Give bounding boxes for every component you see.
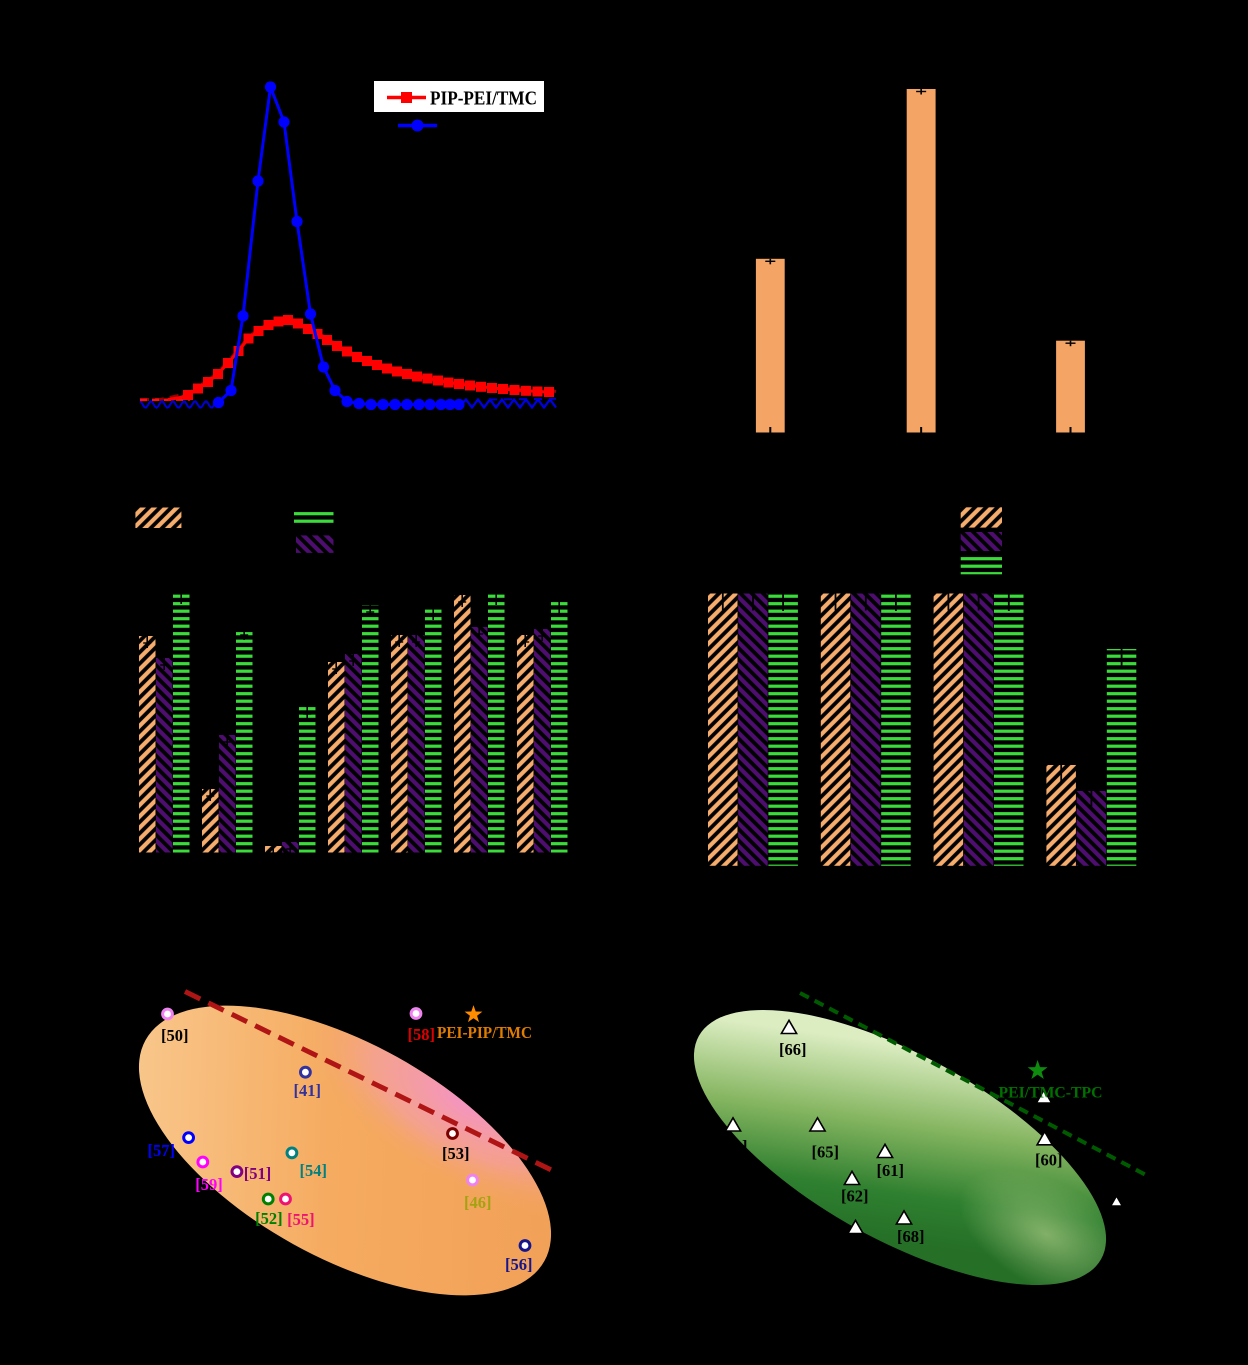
- svg-text:[59]: [59]: [195, 1175, 223, 1194]
- svg-text:PIP-PEI/TMC: PIP-PEI/TMC: [430, 89, 537, 110]
- svg-text:[63]: [63]: [720, 1137, 748, 1156]
- svg-text:[57]: [57]: [148, 1141, 176, 1160]
- svg-text:[46]: [46]: [464, 1193, 492, 1212]
- svg-text:[56]: [56]: [505, 1255, 533, 1274]
- svg-text:[41]: [41]: [294, 1081, 322, 1100]
- svg-text:[61]: [61]: [877, 1161, 905, 1180]
- svg-text:[66]: [66]: [779, 1040, 807, 1059]
- svg-text:[68]: [68]: [897, 1227, 925, 1246]
- svg-text:[55]: [55]: [287, 1210, 315, 1229]
- svg-text:[51]: [51]: [244, 1164, 271, 1183]
- svg-text:[50]: [50]: [161, 1026, 189, 1045]
- svg-text:[52]: [52]: [255, 1209, 283, 1228]
- svg-text:[60]: [60]: [1035, 1151, 1063, 1170]
- svg-text:[65]: [65]: [812, 1143, 840, 1162]
- svg-text:[62]: [62]: [841, 1187, 869, 1206]
- svg-text:[54]: [54]: [300, 1161, 328, 1180]
- svg-text:PEI/TMC-TPC: PEI/TMC-TPC: [999, 1085, 1103, 1102]
- svg-text:[53]: [53]: [442, 1144, 470, 1163]
- svg-text:PEI-PIP/TMC: PEI-PIP/TMC: [437, 1023, 532, 1042]
- svg-text:[58]: [58]: [408, 1025, 436, 1044]
